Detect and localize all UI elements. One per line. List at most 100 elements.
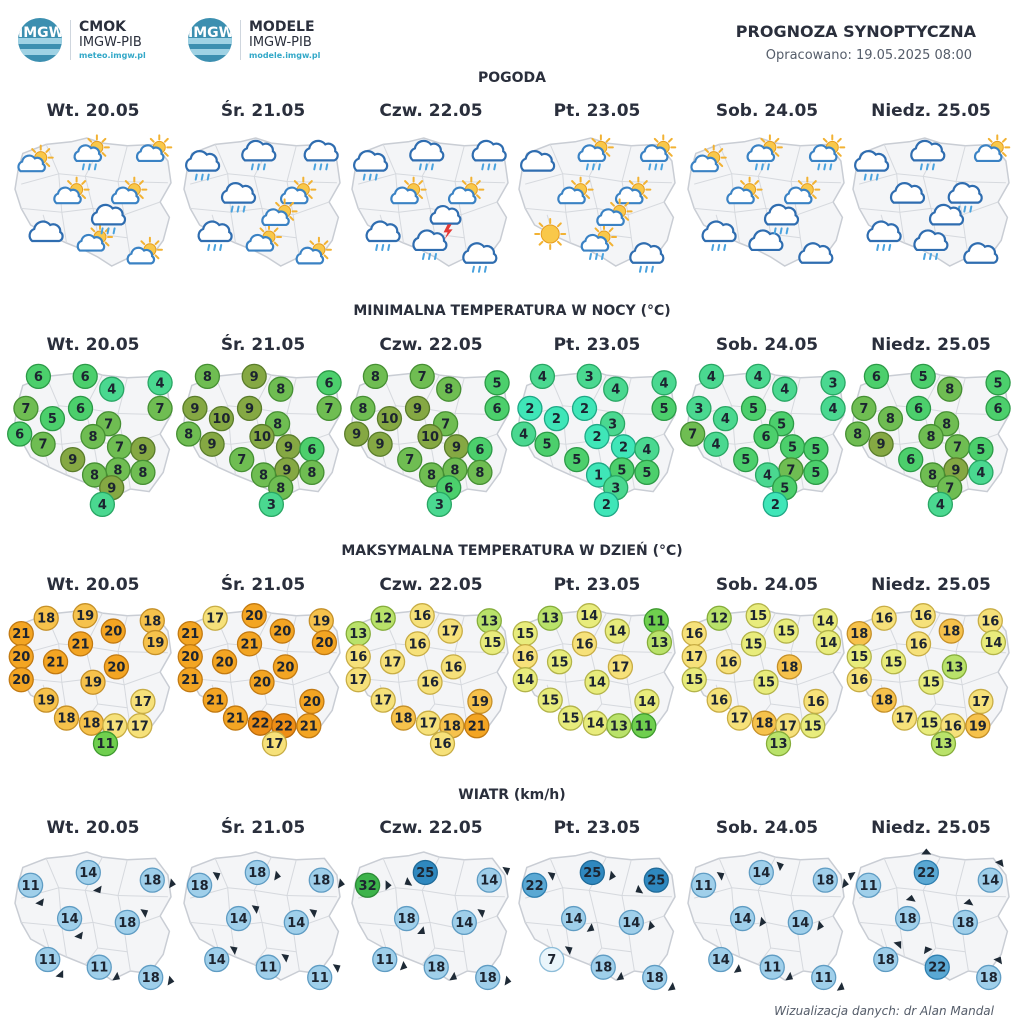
tmax-marker: 21: [42, 649, 69, 675]
temperature-value: 9: [376, 438, 385, 453]
temperature-value: 17: [206, 612, 224, 627]
tmax-marker: 20: [8, 667, 34, 693]
tmax-marker: 15: [479, 629, 506, 656]
section-title-wind: WIATR (km/h): [458, 787, 566, 803]
tmin-marker: 3: [258, 491, 285, 518]
wind-direction-arrow-icon: [776, 861, 784, 872]
wind-speed-value: 18: [816, 874, 834, 889]
partly-cloudy-icon: [111, 176, 148, 205]
temperature-value: 14: [819, 636, 837, 651]
wind-speed-value: 14: [230, 912, 248, 927]
tmax-marker: 16: [417, 669, 443, 695]
cmok-logo[interactable]: IMGW CMOK IMGW-PIB meteo.imgw.pl: [18, 18, 146, 62]
cloudy-icon: [28, 220, 64, 243]
temperature-value: 19: [84, 676, 102, 691]
cloudy-rain-icon: [866, 220, 902, 251]
tmin-marker: 4: [968, 459, 994, 486]
temperature-value: 18: [443, 719, 461, 734]
wind-direction-arrow-icon: [716, 871, 725, 881]
day-header: Pt. 23.05: [553, 575, 641, 595]
temperature-value: 6: [475, 443, 484, 458]
temperature-value: 17: [131, 719, 149, 734]
tmax-marker: 17: [370, 687, 396, 713]
wind-direction-arrow-icon: [504, 975, 512, 986]
wind-direction-arrow-icon: [274, 870, 281, 881]
tmax-marker: 18: [78, 710, 105, 736]
temperature-value: 2: [602, 498, 611, 513]
wind-speed-value: 18: [956, 916, 974, 931]
temperature-value: 4: [660, 376, 669, 391]
tmin-marker: 3: [820, 370, 846, 396]
cloudy-icon: [889, 182, 926, 204]
cloudy-rain-icon: [241, 139, 277, 171]
temperature-value: 5: [919, 370, 928, 385]
wind-speed-value: 18: [118, 916, 136, 931]
temperature-value: 4: [763, 468, 772, 483]
tmin-marker: 6: [316, 370, 342, 396]
tmin-marker: 4: [529, 363, 556, 390]
tmin-marker: 2: [571, 395, 598, 422]
wind-marker: 11: [372, 946, 408, 973]
temperature-value: 16: [413, 609, 431, 624]
modele-logo[interactable]: IMGW MODELE IMGW-PIB modele.imgw.pl: [188, 18, 320, 62]
wind-speed-value: 14: [61, 912, 79, 927]
tmin-marker: 8: [81, 462, 108, 488]
temperature-value: 20: [303, 695, 321, 710]
tmin-marker: 6: [7, 421, 33, 447]
tmax-marker: 15: [846, 643, 872, 670]
day-header: Niedz. 25.05: [871, 575, 991, 595]
temperature-value: 16: [914, 609, 932, 624]
wind-speed-value: 14: [565, 912, 583, 927]
temperature-value: 9: [284, 440, 293, 455]
temperature-value: 15: [749, 609, 767, 624]
temperature-value: 10: [380, 412, 398, 427]
tmin-marker: 4: [745, 363, 771, 390]
tmin-marker: 4: [99, 376, 125, 402]
temperature-value: 17: [106, 719, 124, 734]
temperature-value: 3: [611, 481, 620, 496]
temperature-value: 15: [804, 719, 822, 734]
temperature-value: 17: [779, 719, 797, 734]
temperature-value: 14: [586, 717, 604, 732]
day-header: Niedz. 25.05: [871, 101, 991, 121]
temperature-value: 13: [650, 636, 668, 651]
temperature-value: 16: [408, 637, 426, 652]
partly-cloudy-rain-icon: [639, 134, 677, 171]
tmax-marker: 18: [846, 620, 872, 647]
temperature-value: 5: [741, 453, 750, 468]
temperature-value: 13: [480, 614, 498, 629]
tmax-marker: 17: [968, 688, 994, 715]
tmin-marker: 4: [89, 491, 116, 518]
wind-speed-value: 18: [191, 879, 209, 894]
temperature-value: 7: [237, 453, 246, 468]
cmok-url[interactable]: meteo.imgw.pl: [79, 50, 146, 60]
wind-marker: 18: [308, 867, 345, 893]
tmax-marker: 12: [706, 605, 732, 631]
tmin-marker: 4: [703, 431, 729, 457]
temperature-value: 17: [441, 625, 459, 640]
wind-speed-value: 14: [981, 874, 999, 889]
tmin-marker: 9: [443, 434, 470, 460]
modele-url[interactable]: modele.imgw.pl: [249, 50, 321, 60]
wind-direction-arrow-icon: [229, 946, 238, 955]
partly-cloudy-rain-icon: [808, 134, 846, 171]
temperature-value: 20: [276, 660, 294, 675]
temperature-value: 17: [134, 695, 152, 710]
wind-marker: 11: [17, 872, 44, 907]
tmin-marker: 4: [820, 395, 846, 422]
tmax-marker: 13: [930, 731, 957, 757]
partly-cloudy-icon: [973, 134, 1011, 163]
tmin-marker: 5: [779, 434, 806, 460]
temperature-value: 16: [720, 655, 738, 670]
wind-marker: 11: [307, 964, 341, 991]
temperature-value: 4: [936, 498, 945, 513]
temperature-value: 3: [694, 402, 703, 417]
wind-speed-value: 11: [90, 961, 108, 976]
tmin-marker: 6: [484, 395, 510, 422]
wind-direction-arrow-icon: [921, 848, 932, 855]
tmax-marker: 13: [646, 629, 673, 656]
temperature-value: 9: [208, 438, 217, 453]
wind-speed-value: 18: [479, 971, 497, 986]
wind-direction-arrow-icon: [251, 905, 260, 914]
temperature-value: 17: [384, 655, 402, 670]
